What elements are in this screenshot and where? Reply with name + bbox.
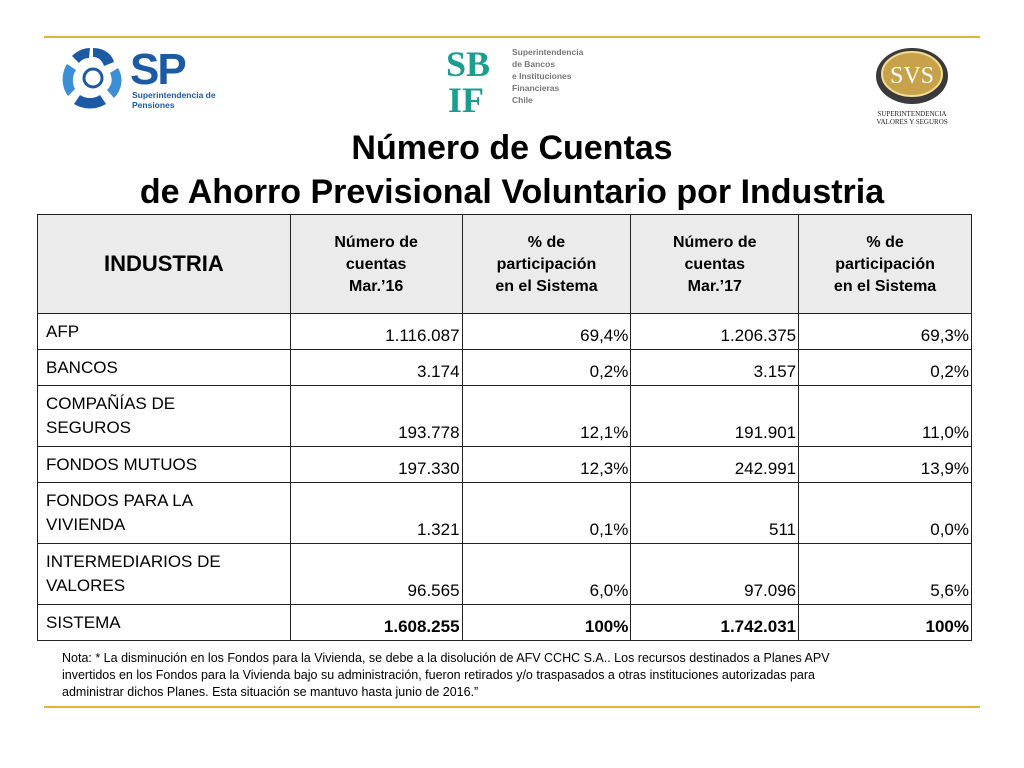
row-industry-name: SISTEMA [37, 604, 291, 641]
sbif-mark-icon: SB IF [446, 44, 490, 114]
cell-participacion-2016: 12,1% [461, 385, 632, 447]
cell-cuentas-2016: 96.565 [289, 543, 463, 605]
cell-participacion-2016: 0,1% [461, 482, 632, 544]
row-industry-name: AFP [37, 313, 291, 350]
header-participacion-2017: % de participación en el Sistema [798, 214, 972, 314]
cell-participacion-2016: 100% [461, 604, 632, 641]
table-row: COMPAÑÍAS DE SEGUROS 193.778 12,1% 191.90… [37, 385, 972, 447]
cell-cuentas-2016: 1.608.255 [289, 604, 463, 641]
row-industry-name: BANCOS [37, 349, 291, 386]
cell-cuentas-2017: 1.206.375 [630, 313, 800, 350]
cell-participacion-2017: 100% [798, 604, 972, 641]
table-row: FONDOS PARA LA VIVIENDA 1.321 0,1% 511 0,… [37, 482, 972, 544]
table-header-row: INDUSTRIA Número de cuentas Mar.’16 % de pa… [37, 214, 972, 314]
cell-cuentas-2017: 1.742.031 [630, 604, 800, 641]
cell-participacion-2017: 0,2% [798, 349, 972, 386]
cell-participacion-2017: 69,3% [798, 313, 972, 350]
cell-participacion-2016: 12,3% [461, 446, 632, 483]
table-row: BANCOS 3.174 0,2% 3.157 0,2% [37, 349, 972, 386]
cell-participacion-2016: 6,0% [461, 543, 632, 605]
cell-participacion-2017: 11,0% [798, 385, 972, 447]
cell-cuentas-2016: 3.174 [289, 349, 463, 386]
row-industry-name: INTERMEDIARIOS DE VALORES [37, 543, 291, 605]
cell-cuentas-2016: 1.321 [289, 482, 463, 544]
header-participacion-2016: % de participación en el Sistema [461, 214, 632, 314]
sp-wordmark: SP [130, 45, 187, 94]
sp-hands-icon [62, 48, 122, 109]
cell-cuentas-2017: 3.157 [630, 349, 800, 386]
cell-cuentas-2017: 97.096 [630, 543, 800, 605]
top-divider [44, 36, 980, 38]
cell-cuentas-2016: 197.330 [289, 446, 463, 483]
row-industry-name: FONDOS MUTUOS [37, 446, 291, 483]
cell-participacion-2017: 0,0% [798, 482, 972, 544]
cell-participacion-2016: 69,4% [461, 313, 632, 350]
header-industria: INDUSTRIA [37, 214, 291, 314]
svg-text:SVS: SVS [890, 63, 934, 89]
header-cuentas-2017: Número de cuentas Mar.’17 [630, 214, 800, 314]
cell-cuentas-2016: 1.116.087 [289, 313, 463, 350]
sp-subtitle: Superintendencia de Pensiones [132, 90, 216, 110]
table-row: INTERMEDIARIOS DE VALORES 96.565 6,0% 97.… [37, 543, 972, 605]
cell-participacion-2017: 5,6% [798, 543, 972, 605]
page-title-line-1: Número de Cuentas [351, 129, 673, 167]
table-row-total: SISTEMA 1.608.255 100% 1.742.031 100% [37, 604, 972, 641]
bottom-divider [44, 706, 980, 708]
table-row: FONDOS MUTUOS 197.330 12,3% 242.991 13,9… [37, 446, 972, 483]
svg-text:IF: IF [448, 80, 484, 114]
header-cuentas-2016: Número de cuentas Mar.’16 [289, 214, 463, 314]
cell-participacion-2017: 13,9% [798, 446, 972, 483]
table-row: AFP 1.116.087 69,4% 1.206.375 69,3% [37, 313, 972, 350]
svs-emblem-icon: SVS [876, 48, 948, 104]
cell-cuentas-2017: 511 [630, 482, 800, 544]
accounts-table: INDUSTRIA Número de cuentas Mar.’16 % de pa… [37, 214, 972, 641]
sbif-text: Superintendencia de Bancos e Institucion… [512, 47, 584, 105]
sp-logo: SP Superintendencia de Pensiones [58, 44, 218, 112]
sbif-logo: SB IF Superintendencia de Bancos e Insti… [446, 44, 586, 114]
svs-logo: SVS SUPERINTENDENCIA VALORES Y SEGUROS [872, 44, 952, 130]
row-industry-name: COMPAÑÍAS DE SEGUROS [37, 385, 291, 447]
footnote: Nota: * La disminución en los Fondos par… [62, 651, 830, 699]
page-title-line-2: de Ahorro Previsional Voluntario por Ind… [139, 173, 885, 211]
cell-cuentas-2017: 191.901 [630, 385, 800, 447]
row-industry-name: FONDOS PARA LA VIVIENDA [37, 482, 291, 544]
svs-subtitle: SUPERINTENDENCIA VALORES Y SEGUROS [876, 110, 948, 126]
cell-cuentas-2017: 242.991 [630, 446, 800, 483]
cell-participacion-2016: 0,2% [461, 349, 632, 386]
svg-text:SB: SB [446, 44, 490, 84]
cell-cuentas-2016: 193.778 [289, 385, 463, 447]
